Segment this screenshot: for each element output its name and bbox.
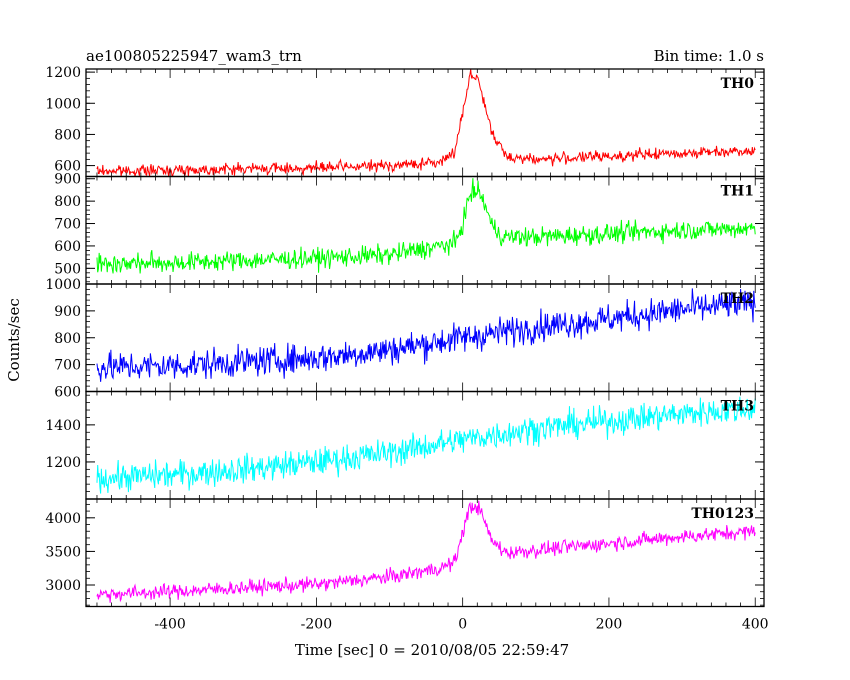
y-tick-label: 1200 (45, 455, 81, 471)
x-axis-label: Time [sec] 0 = 2010/08/05 22:59:47 (295, 641, 569, 659)
x-tick-label: -400 (154, 617, 185, 633)
y-tick-label: 4000 (45, 511, 81, 527)
panel-label-th0123: TH0123 (691, 506, 754, 522)
y-tick-label: 900 (54, 304, 81, 320)
y-tick-label: 600 (54, 159, 81, 175)
y-tick-label: 700 (54, 217, 81, 233)
panel-frame-th0123 (85, 498, 765, 608)
x-tick-label: -200 (301, 617, 332, 633)
series-th0123 (96, 500, 756, 603)
y-tick-label: 500 (54, 261, 81, 277)
y-tick-label: 3000 (45, 578, 81, 594)
y-tick-label: 1400 (45, 418, 81, 434)
panel-label-th3: TH3 (721, 399, 754, 415)
panels-group: 600 800 1000 1200 TH0 500 600 700 800 900 TH1 600 70… (45, 65, 768, 632)
panel-label-th0: TH0 (721, 76, 755, 92)
y-tick-label: 900 (54, 172, 81, 188)
chart-title: ae100805225947_wam3_trn (86, 47, 302, 65)
y-tick-label: 700 (54, 358, 81, 374)
y-tick-label: 1000 (45, 277, 81, 293)
y-tick-label: 800 (54, 331, 81, 347)
y-tick-label: 1200 (45, 65, 81, 81)
y-tick-label: 1000 (45, 96, 81, 112)
panel-frame-th0 (85, 68, 765, 178)
series-th2 (96, 288, 756, 382)
series-th3 (96, 396, 756, 494)
series-th1 (96, 178, 756, 274)
bin-time-label: Bin time: 1.0 s (654, 47, 764, 65)
y-tick-label: 800 (54, 194, 81, 210)
y-tick-label: 3500 (45, 544, 81, 560)
series-th0 (96, 69, 756, 177)
x-tick-label: 0 (458, 617, 467, 633)
y-tick-label: 600 (54, 385, 81, 401)
y-tick-label: 800 (54, 127, 81, 143)
panel-label-th1: TH1 (721, 184, 754, 200)
panel-label-th2: TH2 (721, 291, 754, 307)
x-tick-label: 200 (596, 617, 623, 633)
x-tick-label: 400 (742, 617, 769, 633)
y-axis-label: Counts/sec (5, 298, 23, 382)
y-tick-label: 600 (54, 239, 81, 255)
